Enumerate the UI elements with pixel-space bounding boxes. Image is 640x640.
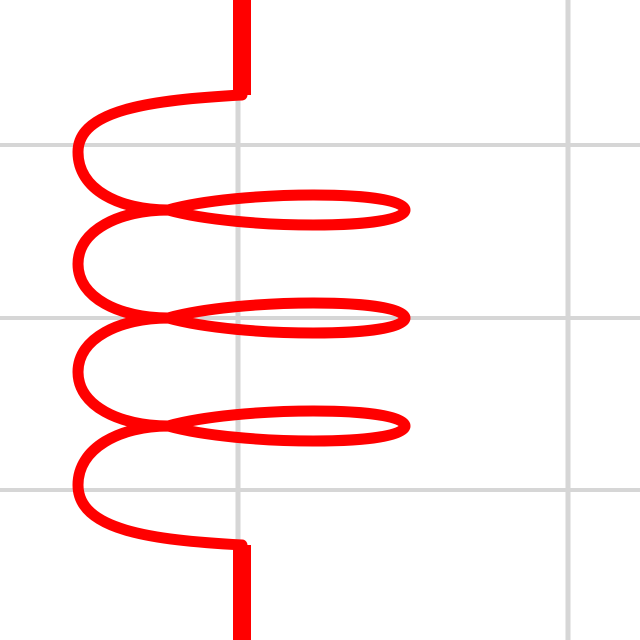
inductor-symbol[interactable]	[72, 0, 411, 640]
coil-winding	[72, 89, 411, 551]
